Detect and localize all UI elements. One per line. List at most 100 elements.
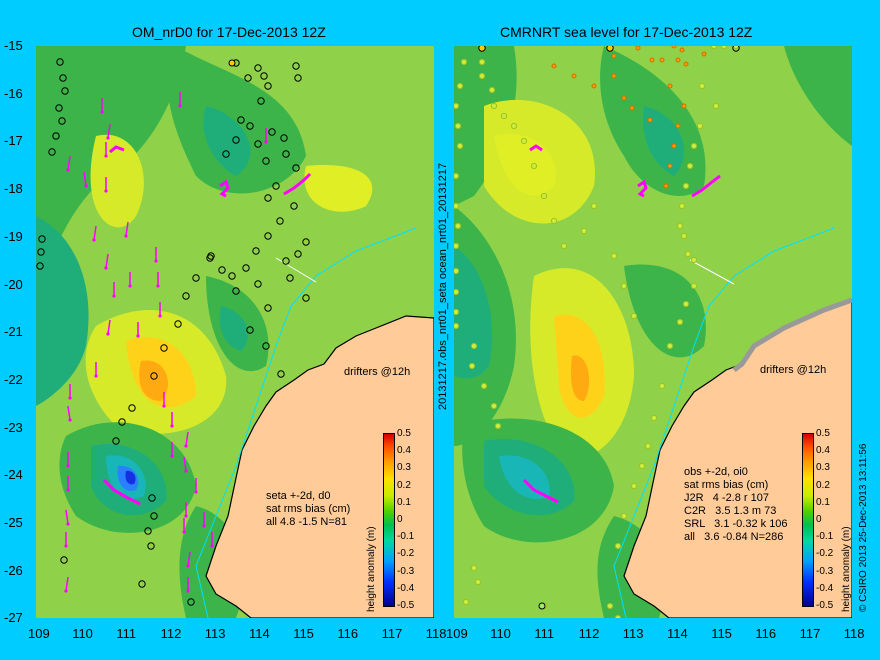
obs-marker bbox=[59, 74, 67, 82]
obs-marker bbox=[520, 137, 528, 145]
obs-marker bbox=[118, 418, 126, 426]
left-sla-field bbox=[36, 46, 434, 618]
drifter-track bbox=[691, 174, 721, 198]
obs-marker bbox=[580, 227, 588, 235]
obs-marker bbox=[277, 370, 285, 378]
obs-marker bbox=[144, 527, 152, 535]
obs-marker bbox=[37, 248, 45, 256]
drifter-arrow bbox=[125, 221, 129, 237]
y-tick-label: -24 bbox=[4, 467, 23, 483]
obs-marker bbox=[560, 242, 568, 250]
obs-marker bbox=[500, 112, 508, 120]
drifter-dot bbox=[178, 104, 182, 108]
obs-marker bbox=[647, 117, 653, 123]
obs-marker bbox=[488, 86, 496, 94]
colorbar-tick-label: 0 bbox=[816, 514, 822, 525]
drifter-dot bbox=[64, 589, 68, 593]
x-tick-label: 116 bbox=[755, 626, 777, 641]
obs-marker bbox=[540, 192, 548, 200]
obs-marker bbox=[460, 58, 468, 66]
obs-marker bbox=[611, 53, 617, 59]
x-tick-label: 111 bbox=[116, 626, 137, 641]
drifter-dot bbox=[66, 168, 70, 172]
obs-marker bbox=[246, 122, 254, 130]
obs-marker bbox=[454, 308, 460, 316]
obs-marker bbox=[237, 116, 245, 124]
obs-marker bbox=[732, 46, 740, 50]
obs-marker bbox=[454, 267, 460, 275]
obs-marker bbox=[280, 134, 288, 142]
obs-marker bbox=[454, 222, 462, 230]
x-tick-label: 110 bbox=[490, 626, 511, 641]
obs-marker bbox=[187, 598, 195, 606]
drifter-dot bbox=[128, 284, 132, 288]
drifter-dot bbox=[184, 444, 188, 448]
drifter-dot bbox=[106, 332, 110, 336]
obs-marker bbox=[614, 614, 622, 618]
credit-label: © CSIRO 2013 25-Dec-2013 13:11:56 bbox=[858, 443, 869, 612]
obs-marker bbox=[644, 442, 652, 450]
obs-marker bbox=[38, 235, 46, 243]
drifter-dot bbox=[184, 469, 188, 473]
obs-marker bbox=[658, 382, 666, 390]
obs-marker bbox=[679, 47, 685, 53]
obs-marker bbox=[470, 564, 478, 572]
x-tick-label: 115 bbox=[293, 626, 314, 641]
colorbar-tick-label: -0.1 bbox=[816, 531, 834, 543]
obs-marker bbox=[246, 326, 254, 334]
x-tick-label: 118 bbox=[425, 626, 447, 641]
colorbar-tick-label: -0.2 bbox=[816, 548, 834, 560]
obs-marker bbox=[257, 97, 265, 105]
drifter-dot bbox=[94, 374, 98, 378]
left-markers bbox=[36, 58, 312, 606]
obs-marker bbox=[474, 578, 482, 586]
x-tick-label: 113 bbox=[622, 626, 644, 641]
left-map-title: OM_nrD0 for 17-Dec-2013 12Z bbox=[132, 24, 326, 40]
drifter-dot bbox=[104, 189, 108, 193]
obs-marker bbox=[61, 87, 69, 95]
obs-marker bbox=[302, 294, 310, 302]
drifter-dot bbox=[66, 488, 70, 492]
obs-marker bbox=[174, 320, 182, 328]
x-tick-label: 118 bbox=[843, 626, 865, 641]
y-tick-label: -18 bbox=[4, 181, 23, 197]
obs-marker bbox=[242, 264, 250, 272]
obs-marker bbox=[649, 57, 655, 63]
obs-marker bbox=[611, 73, 617, 79]
obs-marker bbox=[683, 61, 689, 67]
obs-marker bbox=[696, 122, 704, 130]
obs-marker bbox=[294, 74, 302, 82]
y-tick-label: -22 bbox=[4, 371, 23, 387]
obs-marker bbox=[620, 512, 628, 520]
obs-marker bbox=[182, 292, 190, 300]
obs-marker bbox=[160, 344, 168, 352]
obs-marker bbox=[138, 580, 146, 588]
drifter-dot bbox=[186, 564, 190, 568]
obs-marker bbox=[550, 217, 558, 225]
y-tick-label: -19 bbox=[4, 228, 23, 244]
obs-marker bbox=[222, 150, 230, 158]
obs-marker bbox=[606, 46, 614, 52]
obs-marker bbox=[302, 238, 310, 246]
obs-marker bbox=[681, 103, 687, 109]
y-tick-label: -23 bbox=[4, 419, 23, 435]
x-tick-label: 115 bbox=[711, 626, 732, 641]
drifter-dot bbox=[66, 464, 70, 468]
obs-marker bbox=[490, 402, 498, 410]
obs-marker bbox=[264, 232, 272, 240]
right-colorbar-label: height anomaly (m) bbox=[841, 526, 852, 612]
obs-marker bbox=[682, 300, 690, 308]
drifter-dot bbox=[68, 396, 72, 400]
colorbar-tick-label: 0.4 bbox=[397, 445, 411, 457]
obs-marker bbox=[551, 63, 557, 69]
obs-marker bbox=[454, 172, 460, 180]
obs-marker bbox=[591, 83, 597, 89]
obs-marker bbox=[530, 162, 538, 170]
drifter-track bbox=[283, 172, 312, 196]
obs-marker bbox=[630, 312, 638, 320]
colorbar-tick-label: 0.5 bbox=[397, 428, 411, 439]
obs-marker bbox=[262, 342, 270, 350]
obs-marker bbox=[690, 256, 698, 264]
obs-marker bbox=[667, 83, 673, 89]
x-tick-label: 116 bbox=[337, 626, 359, 641]
